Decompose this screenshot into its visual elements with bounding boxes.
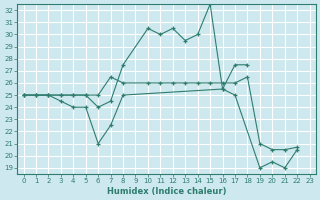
X-axis label: Humidex (Indice chaleur): Humidex (Indice chaleur) — [107, 187, 226, 196]
